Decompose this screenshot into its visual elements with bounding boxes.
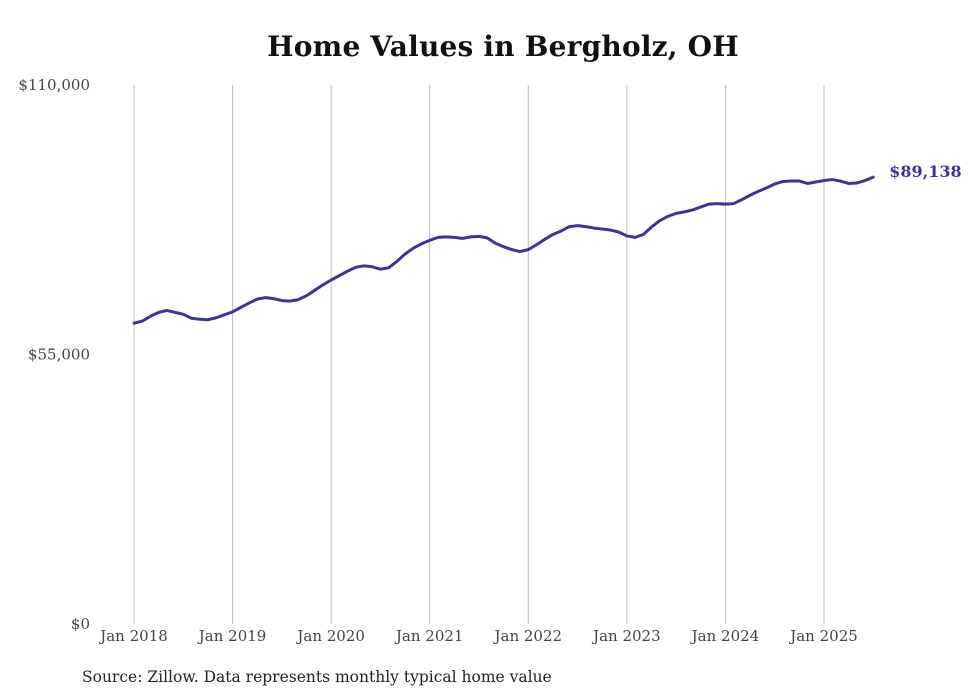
y-tick-label: $55,000 — [28, 346, 90, 364]
source-note: Source: Zillow. Data represents monthly … — [82, 668, 552, 686]
x-axis: Jan 2018 Jan 2019 Jan 2020 Jan 2021 Jan 2022… — [98, 627, 858, 645]
end-value-label: $89,138 — [889, 162, 961, 181]
x-tick-label: Jan 2023 — [591, 627, 661, 645]
x-tick-label: Jan 2021 — [394, 627, 464, 645]
series-line — [132, 175, 875, 325]
x-tick-label: Jan 2025 — [788, 627, 858, 645]
series-layer: $89,138 — [132, 162, 962, 325]
x-tick-label: Jan 2018 — [98, 627, 168, 645]
y-axis: $0 $55,000 $110,000 — [18, 76, 90, 633]
x-tick-label: Jan 2022 — [493, 627, 563, 645]
y-tick-label: $110,000 — [18, 76, 90, 94]
x-tick-label: Jan 2019 — [197, 627, 267, 645]
chart-title: Home Values in Bergholz, OH — [267, 30, 739, 63]
x-tick-label: Jan 2020 — [295, 627, 365, 645]
grid-layer — [133, 85, 825, 624]
y-tick-label: $0 — [71, 615, 90, 633]
x-tick-label: Jan 2024 — [690, 627, 760, 645]
